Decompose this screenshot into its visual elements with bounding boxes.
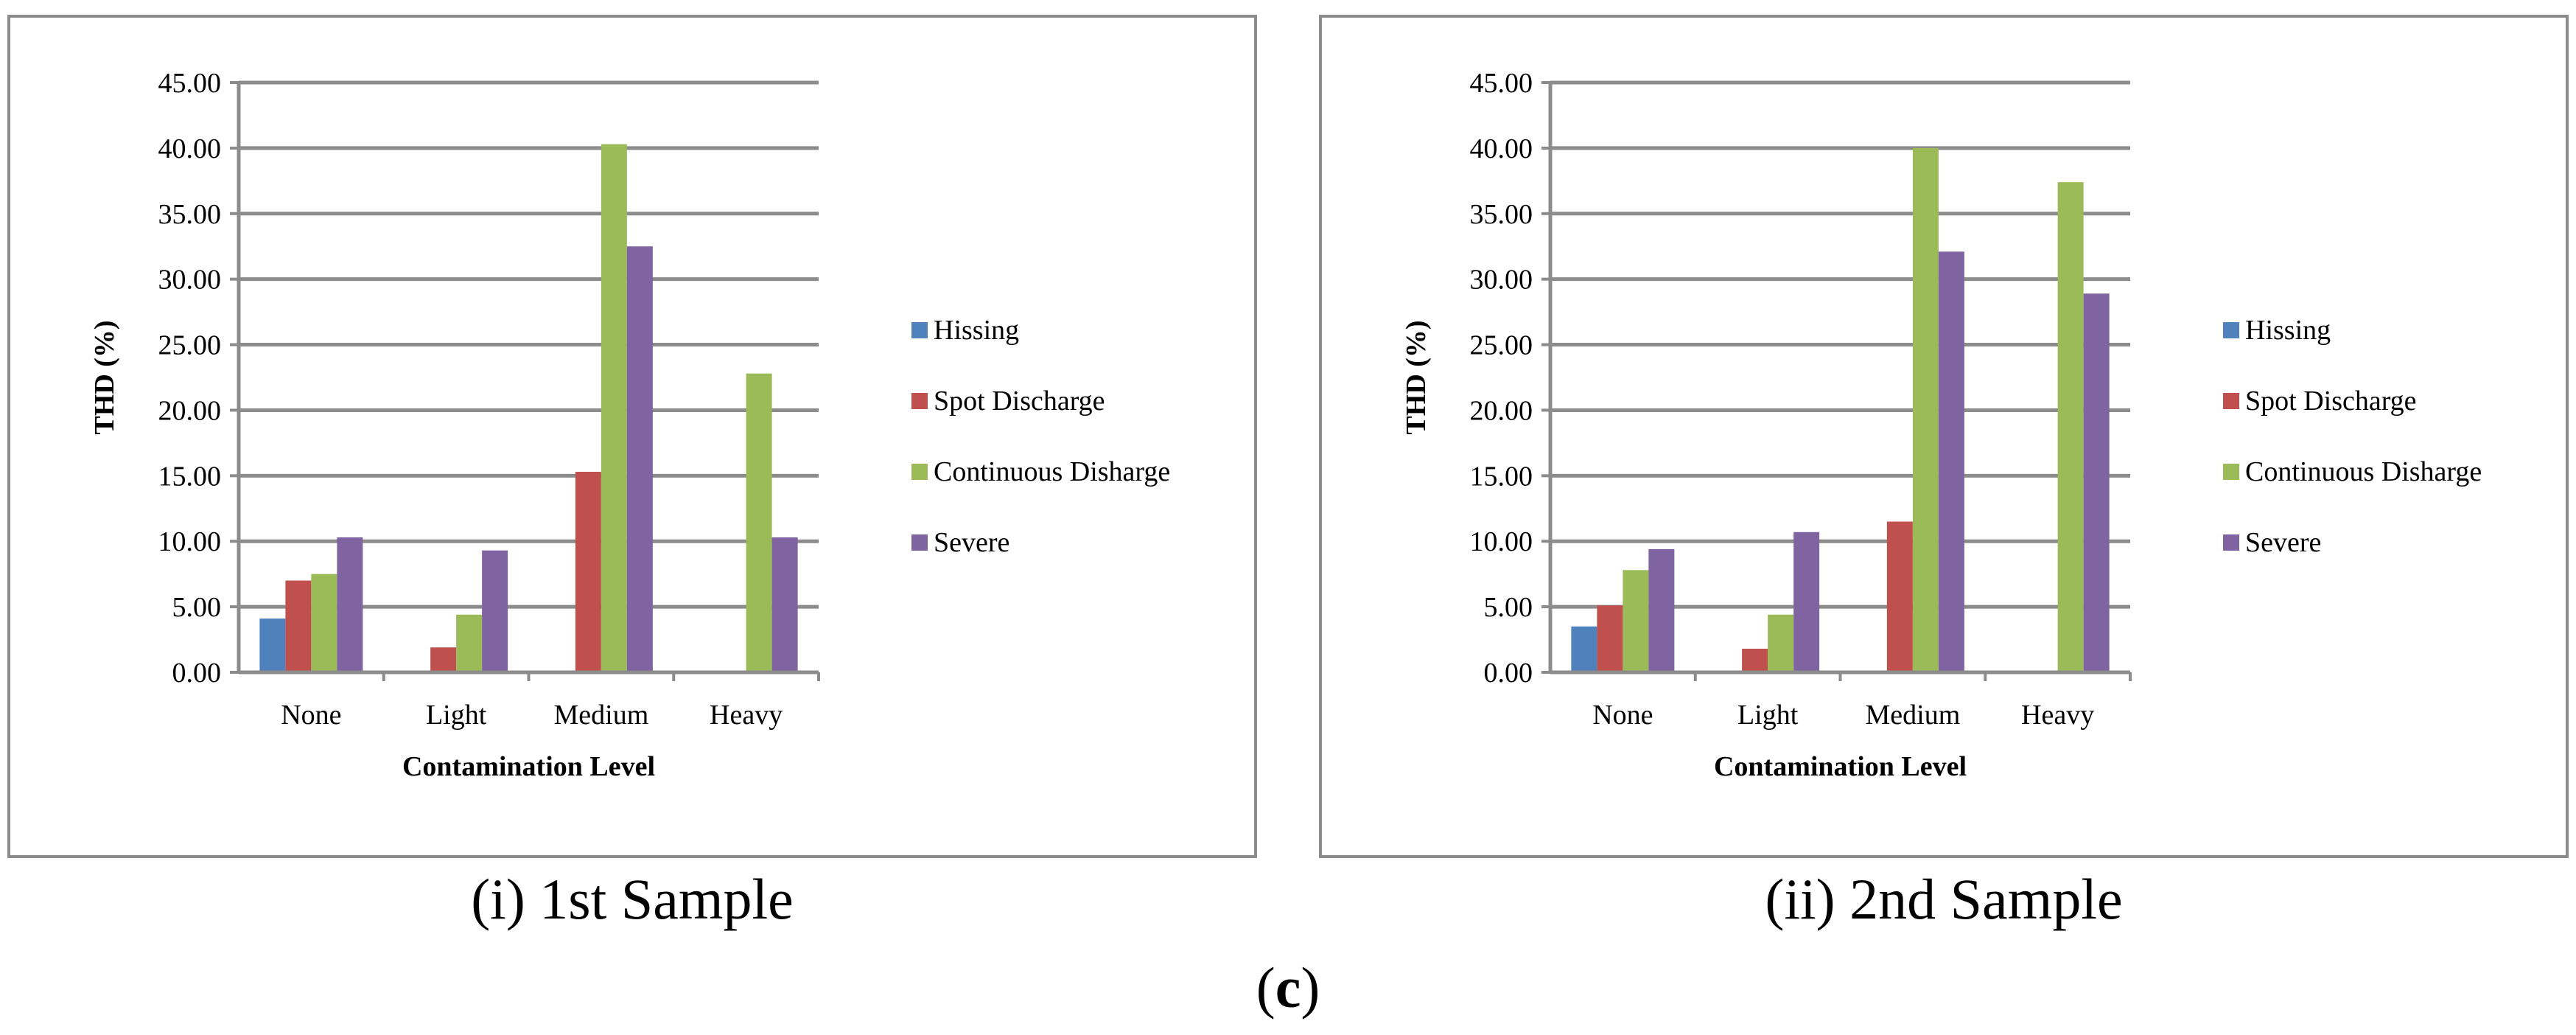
x-axis-title: Contamination Level — [402, 751, 655, 782]
y-tick-label: 10.00 — [158, 526, 222, 557]
bar-severe-heavy — [771, 537, 798, 672]
bar-severe-heavy — [2083, 293, 2110, 672]
x-axis-title: Contamination Level — [1714, 751, 1967, 782]
y-axis-title: THD (%) — [1401, 320, 1432, 434]
legend-label-hissing: Hissing — [934, 315, 1019, 346]
bar-continuous-disharge-none — [1623, 570, 1649, 672]
legend-label-continuous-disharge: Continuous Disharge — [2245, 456, 2482, 487]
legend-swatch-hissing — [911, 322, 928, 338]
y-tick-label: 30.00 — [158, 265, 222, 296]
y-tick-label: 20.00 — [158, 395, 222, 426]
x-tick-label-medium: Medium — [1865, 700, 1960, 731]
y-tick-label: 15.00 — [1470, 461, 1533, 492]
legend-swatch-continuous-disharge — [2223, 464, 2239, 480]
bar-severe-medium — [626, 246, 653, 672]
x-tick-label-heavy: Heavy — [710, 700, 783, 731]
bar-continuous-disharge-light — [1768, 614, 1794, 672]
y-tick-label: 10.00 — [1470, 526, 1533, 557]
figure-letter: c — [1275, 955, 1301, 1020]
bar-spot-discharge-light — [430, 647, 457, 672]
y-tick-label: 25.00 — [158, 330, 222, 361]
y-tick-label: 30.00 — [1470, 265, 1533, 296]
y-tick-label: 25.00 — [1470, 330, 1533, 361]
caption-2nd-sample: (ii) 2nd Sample — [1765, 867, 2123, 931]
y-tick-label: 35.00 — [1470, 199, 1533, 230]
x-tick-label-heavy: Heavy — [2021, 700, 2094, 731]
y-tick-label: 15.00 — [158, 461, 222, 492]
y-tick-label: 45.00 — [158, 68, 222, 99]
x-tick-label-medium: Medium — [553, 700, 648, 731]
legend-label-severe: Severe — [934, 527, 1009, 558]
legend-label-continuous-disharge: Continuous Disharge — [934, 456, 1170, 487]
legend-label-hissing: Hissing — [2245, 315, 2331, 346]
x-tick-label-none: None — [281, 700, 341, 731]
bar-severe-none — [337, 537, 363, 672]
legend-swatch-spot-discharge — [911, 393, 928, 409]
bar-continuous-disharge-medium — [1912, 147, 1939, 672]
bar-continuous-disharge-heavy — [746, 373, 772, 672]
bar-spot-discharge-light — [1742, 649, 1768, 672]
caption-1st-sample: (i) 1st Sample — [471, 867, 794, 931]
y-tick-label: 5.00 — [1484, 592, 1533, 623]
y-tick-label: 20.00 — [1470, 395, 1533, 426]
legend-swatch-continuous-disharge — [911, 464, 928, 480]
chart-2nd-sample: 0.00 5.00 10.00 15.00 20.00 25.00 30.00 35.00 40… — [1401, 68, 2482, 782]
y-tick-label: 0.00 — [1484, 658, 1533, 689]
bar-continuous-disharge-medium — [601, 144, 627, 673]
bar-spot-discharge-none — [1597, 605, 1623, 672]
legend-swatch-hissing — [2223, 322, 2239, 338]
x-tick-label-none: None — [1592, 700, 1653, 731]
y-tick-label: 40.00 — [1470, 133, 1533, 164]
y-axis-title: THD (%) — [89, 320, 120, 434]
y-tick-label: 0.00 — [172, 658, 222, 689]
legend-label-spot-discharge: Spot Discharge — [934, 386, 1105, 417]
y-tick-label: 5.00 — [172, 592, 222, 623]
chart-panel-1st-sample: 0.00 5.00 10.00 15.00 20.00 25.00 30.00 35.00 40… — [7, 15, 1257, 858]
bar-severe-medium — [1938, 251, 1964, 672]
bar-hissing-none — [1571, 626, 1597, 672]
bar-continuous-disharge-light — [456, 614, 483, 672]
legend-swatch-severe — [2223, 534, 2239, 551]
bar-spot-discharge-none — [285, 580, 312, 672]
bar-severe-none — [1648, 548, 1675, 672]
bar-severe-light — [1793, 532, 1820, 672]
bar-spot-discharge-medium — [575, 472, 601, 672]
bar-hissing-none — [259, 618, 286, 672]
x-tick-label-light: Light — [1737, 700, 1799, 731]
legend-swatch-severe — [911, 534, 928, 551]
x-tick-label-light: Light — [426, 700, 487, 731]
y-tick-label: 40.00 — [158, 133, 222, 164]
bar-continuous-disharge-none — [311, 574, 337, 672]
legend-label-severe: Severe — [2245, 527, 2321, 558]
bar-severe-light — [482, 550, 508, 672]
y-tick-label: 45.00 — [1470, 68, 1533, 99]
y-tick-label: 35.00 — [158, 199, 222, 230]
chart-panel-2nd-sample: 0.00 5.00 10.00 15.00 20.00 25.00 30.00 35.00 40… — [1319, 15, 2569, 858]
bar-spot-discharge-medium — [1886, 521, 1913, 672]
legend-label-spot-discharge: Spot Discharge — [2245, 386, 2417, 417]
chart-1st-sample: 0.00 5.00 10.00 15.00 20.00 25.00 30.00 35.00 40… — [89, 68, 1170, 782]
figure-label: (c) — [1256, 955, 1320, 1020]
legend-swatch-spot-discharge — [2223, 393, 2239, 409]
bar-continuous-disharge-heavy — [2057, 182, 2084, 673]
